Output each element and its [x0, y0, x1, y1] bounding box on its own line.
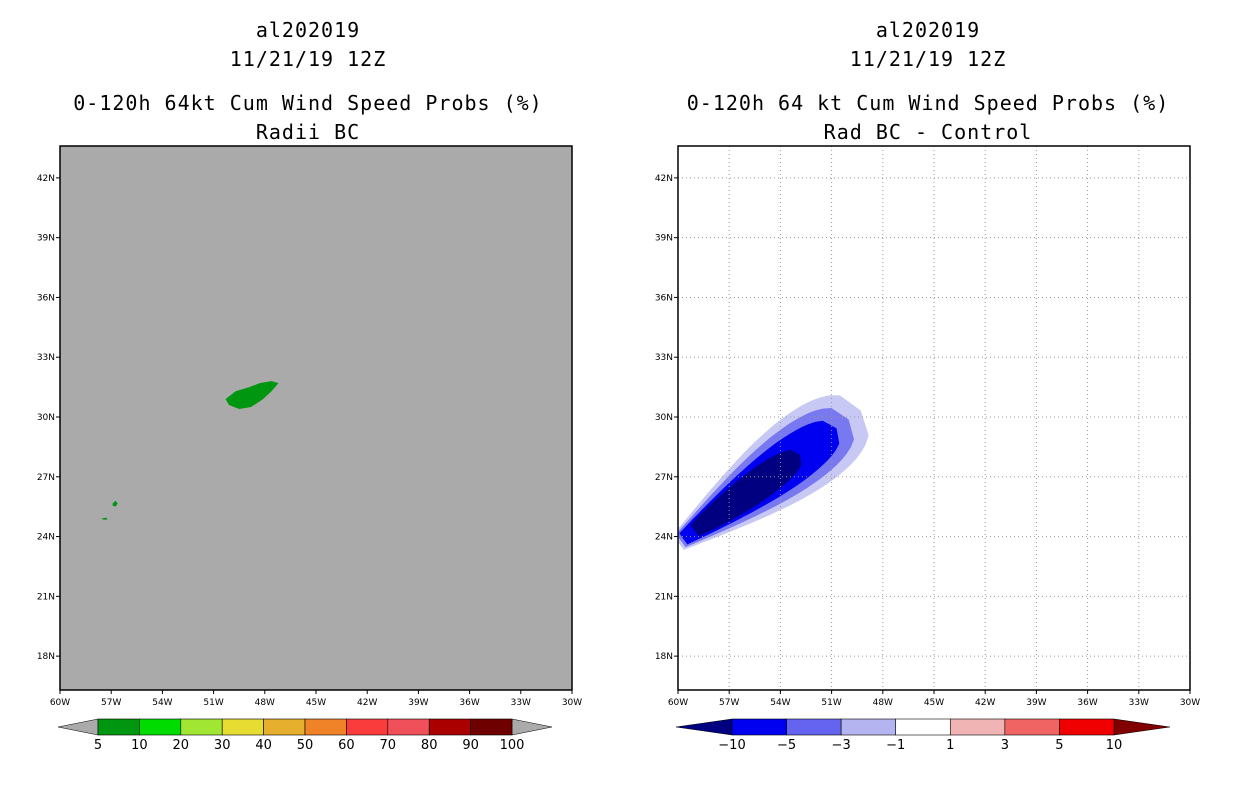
small-cell-1: [112, 500, 118, 507]
y-tick-label: 39N: [37, 234, 55, 244]
colorbar-left-label: 60: [338, 738, 355, 753]
colorbar-right-box: [1059, 718, 1115, 736]
y-tick-label: 39N: [655, 234, 673, 244]
x-tick-label: 51W: [203, 698, 223, 708]
colorbar-left-label: 100: [500, 738, 525, 753]
colorbar-right-label: 10: [1106, 738, 1123, 753]
x-tick-label: 33W: [1129, 698, 1149, 708]
y-tick-label: 30N: [37, 413, 55, 423]
colorbar-left-label: 20: [173, 738, 190, 753]
colorbar-left-label: 50: [297, 738, 314, 753]
colorbar-right-box: [731, 718, 787, 736]
y-tick-label: 27N: [655, 473, 673, 483]
colorbar-right-box: [786, 718, 842, 736]
colorbar-left-box: [221, 718, 264, 736]
colorbar-right-label: 3: [1001, 738, 1009, 753]
x-tick-label: 30W: [1180, 698, 1200, 708]
colorbar-right-label: −5: [777, 738, 796, 753]
colorbar-left-box: [470, 718, 513, 736]
right-chart-subtitle: Rad BC - Control: [823, 120, 1033, 144]
colorbar-right-label: −3: [832, 738, 851, 753]
y-tick-label: 24N: [37, 533, 55, 543]
y-tick-label: 27N: [37, 473, 55, 483]
x-tick-label: 51W: [821, 698, 841, 708]
colorbar-left-lower-arrow: [57, 718, 99, 736]
y-tick-label: 36N: [37, 293, 55, 303]
left-chart-subtitle: Radii BC: [255, 120, 361, 144]
colorbar-right-box: [1004, 718, 1060, 736]
colorbar-right-label: −10: [718, 738, 745, 753]
anomaly-group: [678, 395, 869, 550]
left-datetime: 11/21/19 12Z: [229, 47, 387, 71]
left-storm-id: al202019: [255, 18, 361, 42]
x-tick-label: 45W: [924, 698, 944, 708]
x-tick-label: 48W: [255, 698, 275, 708]
left-chart-title: 0-120h 64kt Cum Wind Speed Probs (%): [73, 91, 543, 115]
x-tick-label: 57W: [101, 698, 121, 708]
x-tick-label: 36W: [1077, 698, 1097, 708]
colorbar-right-upper-arrow: [1113, 718, 1171, 736]
colorbar-left-box: [428, 718, 471, 736]
right-storm-id: al202019: [875, 18, 981, 42]
x-tick-label: 57W: [719, 698, 739, 708]
x-tick-label: 30W: [562, 698, 582, 708]
colorbar-left-label: 5: [94, 738, 102, 753]
y-tick-label: 24N: [655, 533, 673, 543]
colorbar-left-label: 40: [255, 738, 272, 753]
x-tick-label: 33W: [511, 698, 531, 708]
x-tick-label: 45W: [306, 698, 326, 708]
colorbar-left-box: [139, 718, 182, 736]
x-tick-label: 60W: [668, 698, 688, 708]
y-tick-label: 42N: [37, 174, 55, 184]
colorbar-left-box: [387, 718, 430, 736]
x-tick-label: 39W: [408, 698, 428, 708]
colorbar-left-box: [180, 718, 223, 736]
y-tick-label: 33N: [655, 353, 673, 363]
colorbar-left-label: 30: [214, 738, 231, 753]
y-tick-label: 42N: [655, 174, 673, 184]
x-tick-label: 36W: [459, 698, 479, 708]
y-tick-label: 30N: [655, 413, 673, 423]
x-tick-label: 54W: [152, 698, 172, 708]
y-tick-label: 21N: [655, 592, 673, 602]
colorbar-left-box: [263, 718, 306, 736]
colorbar-right-box: [949, 718, 1006, 736]
colorbar-left-box: [304, 718, 347, 736]
x-tick-label: 39W: [1026, 698, 1046, 708]
colorbar-right-label: 1: [946, 738, 954, 753]
right-datetime: 11/21/19 12Z: [849, 47, 1007, 71]
x-tick-label: 54W: [770, 698, 790, 708]
contour-below-10: [690, 450, 802, 537]
main-area: [225, 381, 279, 409]
right-chart-title: 0-120h 64 kt Cum Wind Speed Probs (%): [686, 91, 1170, 115]
colorbar-right-label: −1: [886, 738, 905, 753]
colorbar-right-box: [895, 718, 951, 736]
y-tick-label: 18N: [37, 652, 55, 662]
y-tick-label: 33N: [37, 353, 55, 363]
colorbar-left-upper-arrow: [511, 718, 553, 736]
colorbar-left-label: 80: [421, 738, 438, 753]
colorbar-left-label: 10: [131, 738, 148, 753]
x-tick-label: 60W: [50, 698, 70, 708]
small-cell-2: [101, 517, 108, 520]
x-tick-label: 42W: [357, 698, 377, 708]
colorbar-right-box: [840, 718, 897, 736]
colorbar-left-label: 90: [462, 738, 479, 753]
y-tick-label: 18N: [655, 652, 673, 662]
y-tick-label: 36N: [655, 293, 673, 303]
colorbar-right-label: 5: [1055, 738, 1063, 753]
x-tick-label: 42W: [975, 698, 995, 708]
colorbar-left-label: 70: [380, 738, 397, 753]
y-tick-label: 21N: [37, 592, 55, 602]
colorbar-right-lower-arrow: [675, 718, 733, 736]
x-tick-label: 48W: [873, 698, 893, 708]
colorbar-left-box: [346, 718, 389, 736]
left-plot-background: [60, 146, 572, 690]
colorbar-left-box: [97, 718, 140, 736]
